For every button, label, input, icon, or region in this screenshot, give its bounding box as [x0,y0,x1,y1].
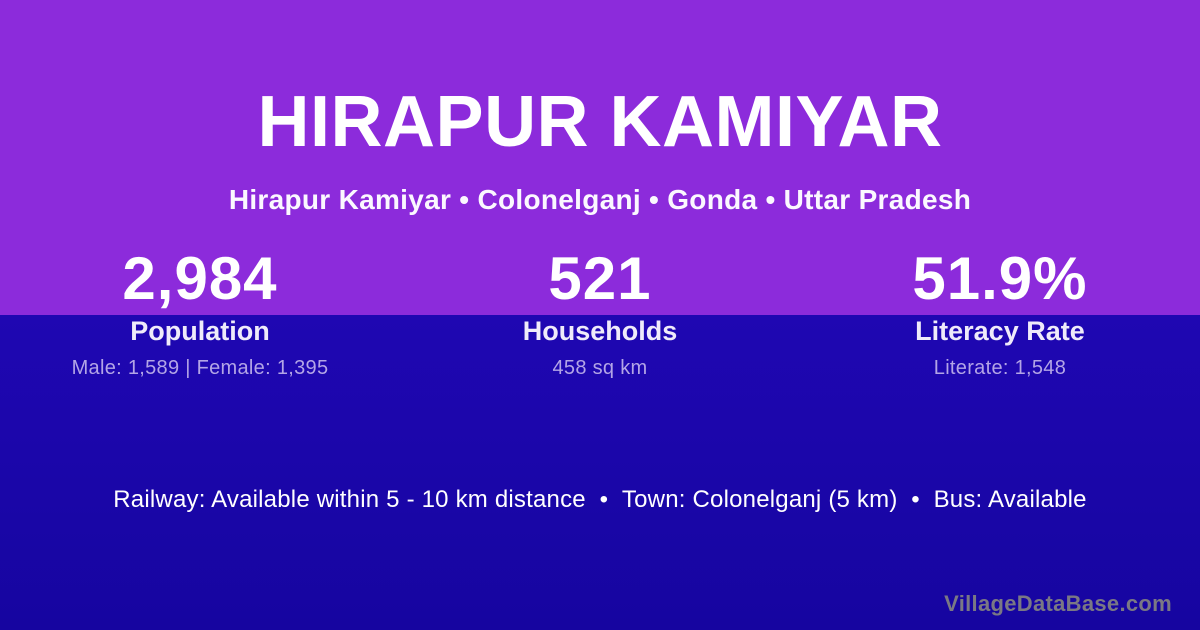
households-value: 521 [548,245,652,312]
population-detail: Male: 1,589 | Female: 1,395 [71,357,329,379]
stat-literacy-rate: 51.9% Literacy Rate Literate: 1,548 [800,245,1200,380]
households-label: Households [522,316,678,346]
stat-population: 2,984 Population Male: 1,589 | Female: 1… [0,245,400,380]
village-title: HIRAPUR KAMIYAR [257,82,943,162]
literacy-rate-label: Literacy Rate [915,316,1085,346]
website-watermark: VillageDataBase.com [944,591,1172,616]
transport-info-line: Railway: Available within 5 - 10 km dist… [113,486,1087,513]
location-breadcrumb: Hirapur Kamiyar • Colonelganj • Gonda • … [228,184,972,215]
stats-row: 2,984 Population Male: 1,589 | Female: 1… [0,245,1200,380]
population-label: Population [130,316,270,346]
stats-band-background [0,315,1200,630]
households-detail: 458 sq km [552,357,648,379]
literacy-rate-detail: Literate: 1,548 [933,357,1067,379]
population-value: 2,984 [122,245,278,312]
literacy-rate-value: 51.9% [912,245,1088,312]
stat-households: 521 Households 458 sq km [400,245,800,380]
